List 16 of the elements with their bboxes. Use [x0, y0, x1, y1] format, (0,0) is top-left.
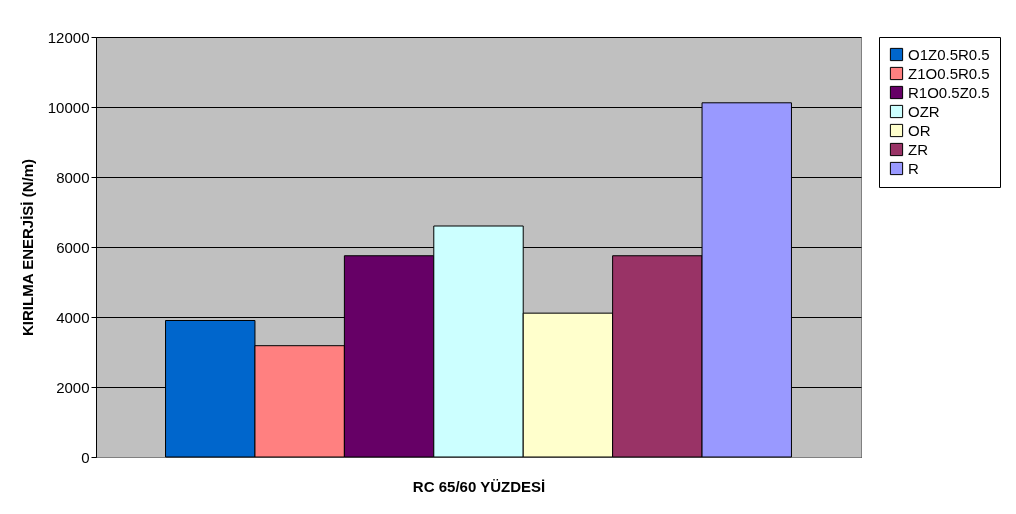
y-tick-label: 2000	[56, 378, 90, 396]
legend-label: Z1O0.5R0.5	[908, 64, 990, 82]
legend-label: OR	[908, 121, 931, 139]
y-tick-label: 0	[81, 448, 90, 466]
y-tick-label: 6000	[56, 238, 90, 256]
legend-label: R	[908, 159, 919, 177]
y-tick-label: 4000	[56, 308, 90, 326]
y-tick-label: 10000	[47, 98, 90, 116]
x-axis-title: RC 65/60 YÜZDESİ	[412, 477, 546, 495]
legend-label: ZR	[908, 140, 929, 158]
legend-label: R1O0.5Z0.5	[908, 83, 990, 101]
legend-label: OZR	[908, 102, 940, 120]
legend-label: O1Z0.5R0.5	[908, 45, 990, 63]
y-tick-label: 12000	[47, 28, 90, 46]
y-axis-title: KIRILMA ENERJİSİ (N/m)	[18, 159, 36, 336]
y-tick-label: 8000	[56, 168, 90, 186]
